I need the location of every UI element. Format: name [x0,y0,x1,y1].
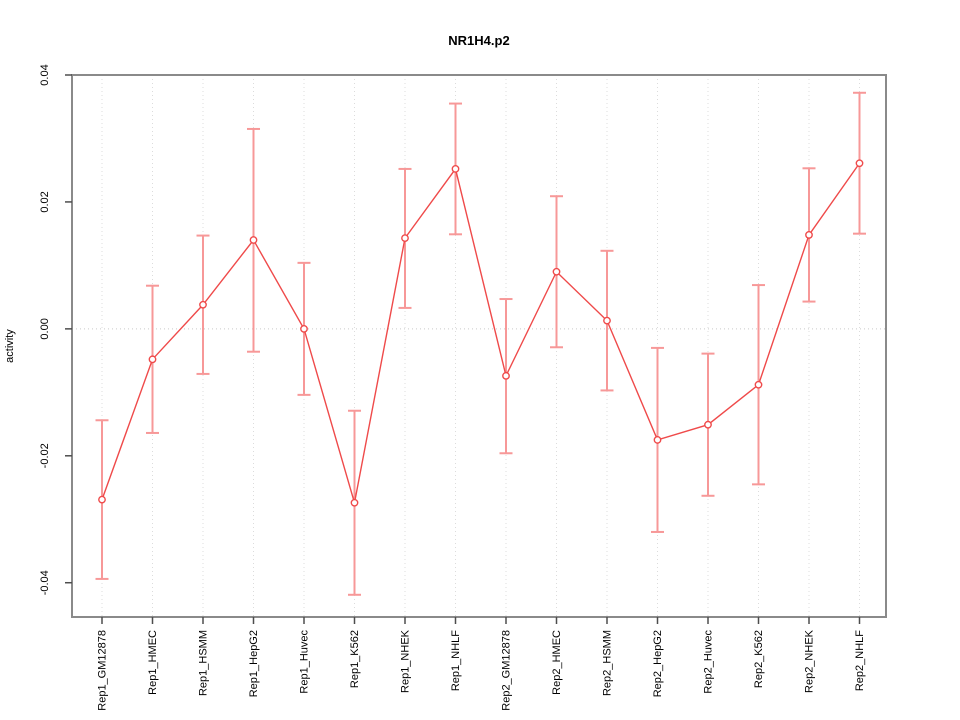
data-point [805,231,813,239]
y-tick-label: -0.02 [39,443,51,468]
x-tick-label: Rep1_NHEK [400,629,412,693]
x-tick-label: Rep2_HMEC [551,630,563,695]
y-tick-label: 0.00 [39,318,51,339]
data-point [249,236,258,244]
data-point [653,436,662,444]
data-line [101,162,861,503]
x-tick-label: Rep2_HSMM [602,630,614,696]
y-tick-label: -0.04 [39,570,51,595]
x-tick-label: Rep2_HepG2 [652,630,664,697]
x-tick-label: Rep2_Huvec [703,630,715,694]
data-point [350,498,359,507]
data-point [199,300,207,309]
x-tick-label: Rep1_HepG2 [248,630,260,697]
data-point [401,234,409,243]
data-point [502,371,510,380]
x-tick-label: Rep2_NHLF [854,630,866,691]
x-tick-label: Rep1_Huvec [299,630,311,694]
data-point [754,380,763,389]
x-tick-label: Rep1_HSMM [198,630,210,696]
x-tick-label: Rep1_K562 [349,630,361,688]
y-tick-label: 0.04 [39,64,51,85]
x-tick-label: Rep2_NHEK [804,629,816,693]
data-point [603,316,611,325]
chart-title: NR1H4.p2 [448,33,510,48]
data-point [704,420,712,429]
data-point [451,165,460,173]
x-tick-label: Rep2_K562 [753,630,765,688]
data-point [300,324,308,333]
data-point [855,159,864,168]
data-point [98,495,106,504]
y-tick-label: 0.02 [39,191,51,212]
data-point [552,267,561,276]
plot-frame [71,74,887,618]
x-tick-label: Rep1_GM12878 [97,630,109,711]
x-tick-label: Rep2_GM12878 [501,630,513,711]
x-tick-label: Rep1_NHLF [450,630,462,691]
data-point [148,355,157,364]
x-tick-label: Rep1_HMEC [147,630,159,695]
